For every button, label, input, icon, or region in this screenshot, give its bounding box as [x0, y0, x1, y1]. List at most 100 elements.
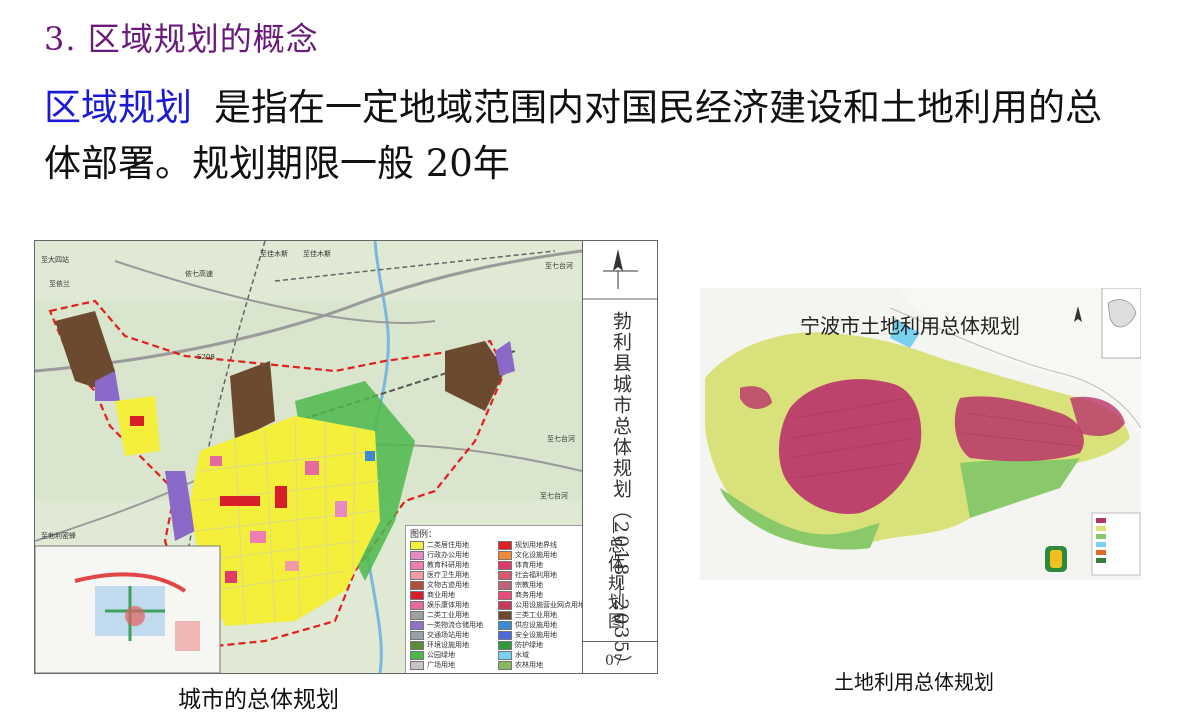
- legend-label: 文化设施用地: [515, 551, 557, 559]
- legend-item: 规划用地界线: [498, 540, 557, 550]
- legend-item: 安全设施用地: [498, 630, 557, 640]
- legend-item: 社会福利用地: [498, 570, 557, 580]
- legend-label: 二类居住用地: [427, 541, 469, 549]
- road-label: 至七台河: [547, 435, 575, 443]
- legend-swatch: [498, 650, 512, 660]
- plan-subtitle: —总体规划图: [604, 517, 624, 631]
- legend-swatch: [410, 620, 424, 630]
- legend-swatch: [410, 550, 424, 560]
- road-label: 依七高速: [185, 270, 213, 278]
- legend-label: 水域: [515, 651, 529, 659]
- legend-label: 公园绿地: [427, 651, 455, 659]
- road-label: 至大四站: [41, 256, 69, 264]
- legend-label: 防护绿地: [515, 641, 543, 649]
- legend-item: 文物古迹用地: [410, 580, 469, 590]
- legend-swatch: [410, 570, 424, 580]
- legend-item: 公园绿地: [410, 650, 455, 660]
- road-label: 至勃利密蜂: [41, 532, 76, 540]
- legend-item: 教育科研用地: [410, 560, 469, 570]
- legend-label: 一类物流仓储用地: [427, 621, 483, 629]
- legend-item: 水域: [498, 650, 529, 660]
- road-label: S208: [197, 353, 215, 361]
- legend-swatch: [410, 590, 424, 600]
- legend-swatch: [498, 550, 512, 560]
- landuse-spots: [130, 416, 375, 583]
- legend-swatch: [410, 610, 424, 620]
- bureau-logo: [1045, 546, 1067, 572]
- legend-label: 规划用地界线: [515, 541, 557, 549]
- legend-label: 公用设施营业网点用地: [515, 601, 585, 609]
- plan-title-vertical: 勃利县城市总体规划（2018—2035）: [610, 311, 632, 674]
- legend-label: 社会福利用地: [515, 571, 557, 579]
- north-arrow-icon: [583, 249, 657, 300]
- title-block: 勃利县城市总体规划（2018—2035） —总体规划图 07: [582, 241, 657, 674]
- legend-label: 三类工业用地: [515, 611, 557, 619]
- legend-swatch: [410, 630, 424, 640]
- right-figure-caption: 土地利用总体规划: [834, 670, 994, 694]
- legend-item: 二类工业用地: [410, 610, 469, 620]
- legend-label: 环境设施用地: [427, 641, 469, 649]
- urban-construction-land: [778, 379, 922, 514]
- definition-paragraph: 区域规划 是指在一定地域范围内对国民经济建设和土地利用的总体部署。规划期限一般 2…: [44, 80, 1104, 192]
- legend-swatch: [498, 630, 512, 640]
- legend-label: 安全设施用地: [515, 631, 557, 639]
- legend-swatch: [410, 650, 424, 660]
- legend-swatch: [498, 660, 512, 670]
- legend-label: 文物古迹用地: [427, 581, 469, 589]
- legend-swatch: [410, 660, 424, 670]
- city-master-plan-map: 依七高速 S208 至依兰 至大四站 至七台河 至七台河 至七台河 至勃利密蜂 …: [34, 240, 658, 674]
- planning-boundary: [48, 299, 507, 648]
- page-number: 07: [605, 653, 623, 669]
- legend-item: 供应设施用地: [498, 620, 557, 630]
- definition-text: 是指在一定地域范围内对国民经济建设和土地利用的总体部署。规划期限一般 20年: [44, 86, 1102, 185]
- north-arrow-icon: [1074, 306, 1082, 322]
- legend-label: 二类工业用地: [427, 611, 469, 619]
- industrial-zone: [445, 341, 505, 411]
- legend-item: 交通场站用地: [410, 630, 469, 640]
- legend-item: 商业用地: [410, 590, 455, 600]
- legend-item: 宗教用地: [498, 580, 543, 590]
- legend-title: 图例：: [410, 530, 438, 540]
- legend-item: 文化设施用地: [498, 550, 557, 560]
- legend-item: 广场用地: [410, 660, 455, 670]
- legend-swatch: [498, 640, 512, 650]
- legend-swatch: [498, 570, 512, 580]
- term-highlight: 区域规划: [44, 86, 192, 129]
- legend-swatch: [498, 580, 512, 590]
- legend-label: 体育用地: [515, 561, 543, 569]
- industrial-zone: [55, 311, 115, 391]
- legend-swatch: [410, 540, 424, 550]
- legend-label: 供应设施用地: [515, 621, 557, 629]
- legend-swatch: [498, 560, 512, 570]
- legend-item: 农林用地: [498, 660, 543, 670]
- land-use-map-title: 宁波市土地利用总体规划: [800, 314, 1020, 338]
- land-use-legend: [1091, 512, 1141, 576]
- road-label: 至依兰: [49, 280, 70, 288]
- legend-swatch: [498, 540, 512, 550]
- legend-label: 农林用地: [515, 661, 543, 669]
- left-figure-caption: 城市的总体规划: [178, 687, 339, 713]
- legend-item: 娱乐康体用地: [410, 600, 469, 610]
- legend-swatch: [498, 610, 512, 620]
- road-label: 至七台河: [540, 492, 568, 500]
- legend-item: 体育用地: [498, 560, 543, 570]
- legend-label: 交通场站用地: [427, 631, 469, 639]
- map-legend: 图例： 二类居住用地 规划用地界线 行政办公用地 文化设施用地 教育科研用地 体育用地 医疗…: [405, 525, 585, 673]
- legend-swatch: [410, 640, 424, 650]
- legend-swatch: [410, 560, 424, 570]
- land-use-drawing: [700, 288, 1141, 580]
- legend-item: 商务用地: [498, 590, 543, 600]
- legend-label: 教育科研用地: [427, 561, 469, 569]
- legend-label: 广场用地: [427, 661, 455, 669]
- road-label: 至七台河: [545, 262, 573, 270]
- legend-label: 娱乐康体用地: [427, 601, 469, 609]
- legend-item: 二类居住用地: [410, 540, 469, 550]
- legend-swatch: [410, 580, 424, 590]
- legend-item: 一类物流仓储用地: [410, 620, 483, 630]
- industrial-zone: [230, 361, 275, 441]
- legend-item: 公用设施营业网点用地: [498, 600, 585, 610]
- legend-label: 行政办公用地: [427, 551, 469, 559]
- legend-item: 环境设施用地: [410, 640, 469, 650]
- legend-label: 商务用地: [515, 591, 543, 599]
- land-use-plan-map: 宁波市土地利用总体规划: [700, 288, 1141, 580]
